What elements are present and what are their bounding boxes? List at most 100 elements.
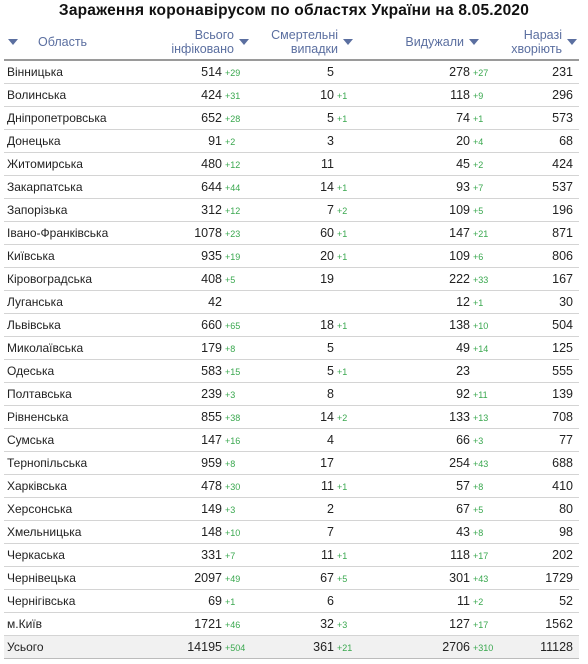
recovered-cell: 12 +1 [379,290,501,313]
deaths-increment: +2 [337,412,348,423]
infected-increment: +1 [225,596,236,607]
recovered-value: 133 [449,409,470,424]
table-row: Житомирська 480 +12 11 45 +2 424 [4,152,579,175]
infected-increment: +8 [225,458,236,469]
active-value: 139 [552,386,573,401]
recovered-cell: 2706 +310 [379,635,501,658]
recovered-increment: +7 [473,182,484,193]
infected-cell: 478 +30 [149,474,249,497]
infected-value: 42 [208,294,222,309]
region-name: Рівненська [7,409,69,424]
active-value: 11128 [540,639,573,654]
recovered-increment: +2 [473,596,484,607]
recovered-cell: 254 +43 [379,451,501,474]
table-row: Полтавська 239 +3 8 92 +11 139 [4,382,579,405]
region-name: Сумська [7,432,55,447]
active-value: 573 [552,110,573,125]
recovered-value: 2706 [442,639,470,654]
recovered-value: 222 [449,271,470,286]
deaths-increment: +1 [337,113,348,124]
infected-value: 14195 [187,639,222,654]
recovered-value: 49 [456,340,470,355]
infected-value: 480 [201,156,222,171]
infected-cell: 14195 +504 [149,635,249,658]
sort-arrow-down-icon[interactable] [469,38,479,45]
region-name: Запорізька [7,202,68,217]
covid-table: Область Всього інфіковано Смертельні вип… [4,24,579,659]
table-row: Чернівецька 2097 +49 67 +5 301 +43 1729 [4,566,579,589]
infected-cell: 480 +12 [149,152,249,175]
table-row: Запорізька 312 +12 7 +2 109 +5 196 [4,198,579,221]
region-name: Полтавська [7,386,72,401]
infected-increment: +16 [225,435,241,446]
deaths-cell: 5 [249,336,379,359]
deaths-increment: +1 [337,320,348,331]
infected-value: 149 [201,501,222,516]
deaths-value: 11 [321,547,334,562]
region-name: Львівська [7,317,61,332]
deaths-value: 5 [327,110,334,125]
infected-cell: 91 +2 [149,129,249,152]
active-cell: 806 [501,244,579,267]
deaths-value: 361 [313,639,334,654]
infected-value: 312 [201,202,222,217]
infected-cell: 1721 +46 [149,612,249,635]
deaths-cell: 17 [249,451,379,474]
deaths-value: 20 [320,248,334,263]
recovered-cell: 66 +3 [379,428,501,451]
infected-cell: 408 +5 [149,267,249,290]
infected-increment: +29 [225,67,241,78]
infected-increment: +38 [225,412,241,423]
infected-cell: 855 +38 [149,405,249,428]
header-infected[interactable]: Всього інфіковано [149,24,249,60]
infected-value: 583 [201,363,222,378]
active-value: 504 [552,317,573,332]
infected-cell: 2097 +49 [149,566,249,589]
deaths-value: 2 [327,501,334,516]
infected-value: 1078 [194,225,222,240]
recovered-increment: +5 [473,504,484,515]
table-row: Івано-Франківська 1078 +23 60 +1 147 +21 871 [4,221,579,244]
deaths-value: 67 [320,570,334,585]
infected-increment: +19 [225,251,241,262]
active-cell: 30 [501,290,579,313]
deaths-cell: 19 [249,267,379,290]
deaths-cell: 6 [249,589,379,612]
deaths-cell: 5 [249,60,379,83]
region-name: Одеська [7,363,55,378]
infected-cell: 148 +10 [149,520,249,543]
infected-cell: 1078 +23 [149,221,249,244]
sort-arrow-down-icon[interactable] [8,38,18,45]
header-region[interactable]: Область [4,24,149,60]
deaths-cell: 5 +1 [249,106,379,129]
table-row: Сумська 147 +16 4 66 +3 77 [4,428,579,451]
deaths-increment: +2 [337,205,348,216]
recovered-increment: +17 [473,550,489,561]
infected-increment: +65 [225,320,241,331]
recovered-cell: 93 +7 [379,175,501,198]
recovered-increment: +1 [473,113,484,124]
header-active[interactable]: Наразі хворіють [501,24,579,60]
sort-arrow-down-icon[interactable] [567,38,577,45]
header-recovered[interactable]: Видужали [379,24,501,60]
active-cell: 555 [501,359,579,382]
region-name: Чернівецька [7,570,76,585]
recovered-increment: +43 [473,573,489,584]
deaths-cell: 18 +1 [249,313,379,336]
recovered-value: 92 [456,386,470,401]
recovered-cell: 127 +17 [379,612,501,635]
recovered-cell: 118 +17 [379,543,501,566]
infected-value: 179 [201,340,222,355]
recovered-cell: 109 +6 [379,244,501,267]
header-deaths[interactable]: Смертельні випадки [249,24,379,60]
infected-increment: +44 [225,182,241,193]
sort-arrow-down-icon[interactable] [239,38,249,45]
infected-value: 408 [201,271,222,286]
recovered-cell: 278 +27 [379,60,501,83]
table-row: Кіровоградська 408 +5 19 222 +33 167 [4,267,579,290]
active-cell: 573 [501,106,579,129]
deaths-increment: +1 [337,251,348,262]
sort-arrow-down-icon[interactable] [343,38,353,45]
recovered-value: 147 [449,225,470,240]
deaths-cell: 14 +1 [249,175,379,198]
